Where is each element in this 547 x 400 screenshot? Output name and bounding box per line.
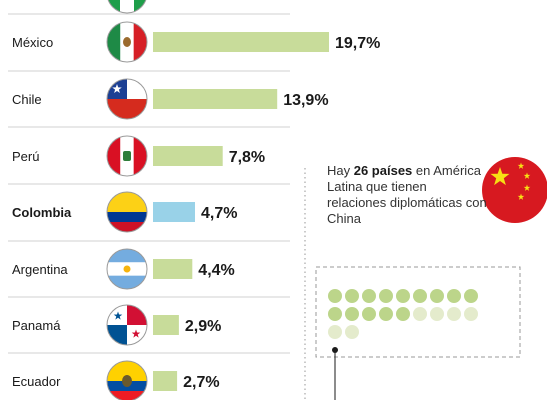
bar	[153, 259, 193, 279]
country-dot	[362, 307, 376, 321]
country-dot	[328, 289, 342, 303]
value-label: 4,7%	[201, 205, 237, 222]
bar	[153, 146, 223, 166]
country-dot	[464, 289, 478, 303]
country-label: Perú	[12, 149, 39, 164]
value-label: 2,9%	[185, 318, 221, 335]
country-label: México	[12, 35, 53, 50]
value-label: 19,7%	[335, 35, 380, 52]
dots-box	[315, 266, 521, 358]
country-dot	[345, 289, 359, 303]
value-labels: 19,7% 13,9% 7,8% 4,7% 4,4% 2,9% 2,7%	[183, 35, 380, 391]
country-dot	[464, 307, 478, 321]
country-dot	[430, 307, 444, 321]
country-dot	[413, 289, 427, 303]
country-dot	[379, 289, 393, 303]
country-label: Colombia	[12, 205, 72, 220]
value-label: 13,9%	[283, 92, 328, 109]
country-dot	[345, 325, 359, 339]
country-dot	[328, 325, 342, 339]
country-dot	[396, 289, 410, 303]
bar	[153, 202, 195, 222]
bars	[153, 32, 329, 391]
info-text-start: Hay	[327, 163, 354, 178]
country-dot	[362, 289, 376, 303]
flag-icons	[106, 0, 148, 400]
callout	[304, 168, 521, 400]
info-text-count: 26 países	[353, 163, 413, 178]
country-dot	[396, 307, 410, 321]
value-label: 4,4%	[198, 262, 234, 279]
bar	[153, 32, 329, 52]
ecuador-flag-icon	[107, 361, 147, 400]
country-dot	[447, 307, 461, 321]
bar	[153, 89, 278, 109]
country-label: Panamá	[12, 318, 61, 333]
bar	[153, 371, 178, 391]
country-labels: México Chile Perú Colombia Argentina Panamá Ec…	[12, 35, 72, 389]
colombia-flag-icon	[107, 192, 147, 232]
info-text-end: en América Latina que tienen relaciones …	[327, 163, 487, 226]
connector-dot	[332, 347, 338, 353]
bar	[153, 315, 179, 335]
country-dot	[447, 289, 461, 303]
value-label: 7,8%	[229, 149, 265, 166]
country-label: Argentina	[12, 262, 68, 277]
mexico-flag-icon	[107, 22, 147, 62]
country-label: Chile	[12, 92, 42, 107]
china-flag-icon	[482, 157, 547, 223]
info-text: Hay 26 países en América Latina que tien…	[327, 163, 487, 227]
value-label: 2,7%	[183, 374, 219, 391]
peru-flag-icon	[107, 136, 147, 176]
country-dot	[379, 307, 393, 321]
partial-flag-icon	[107, 0, 147, 13]
country-dot	[345, 307, 359, 321]
country-dot	[328, 307, 342, 321]
country-dot	[413, 307, 427, 321]
country-dot	[430, 289, 444, 303]
country-label: Ecuador	[12, 374, 61, 389]
argentina-flag-icon	[107, 249, 147, 289]
row-dividers	[8, 13, 290, 354]
